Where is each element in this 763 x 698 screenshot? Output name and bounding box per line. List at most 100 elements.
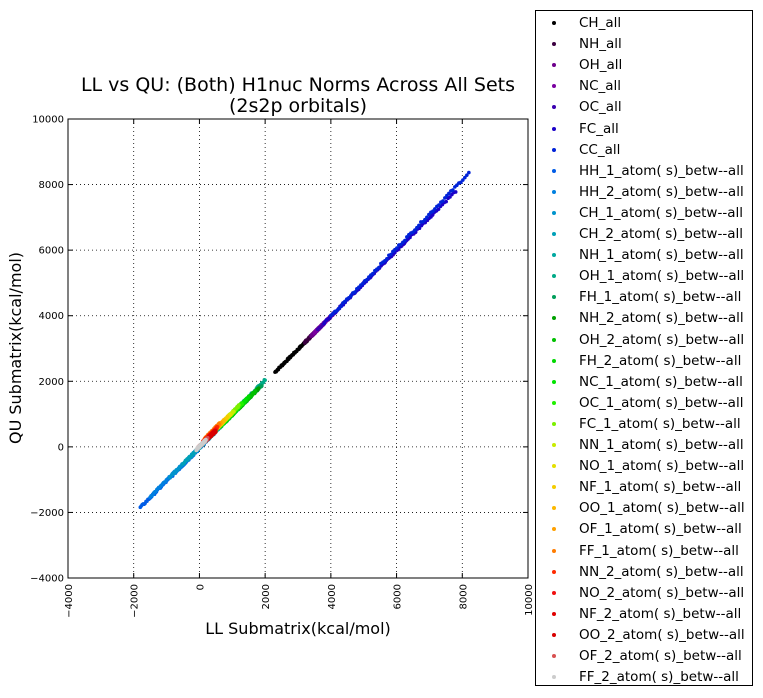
plot-area-frame — [67, 118, 529, 579]
legend-label: HH_1_atom( s)_betw--all — [579, 162, 744, 179]
legend-label: OO_1_atom( s)_betw--all — [579, 500, 745, 517]
y-tick-label: 0 — [58, 442, 64, 453]
data-point — [385, 256, 389, 261]
legend-label: NC_all — [579, 78, 622, 95]
legend-marker — [552, 168, 556, 173]
data-point — [217, 422, 221, 427]
data-point — [447, 191, 451, 196]
data-point — [408, 235, 412, 240]
data-point — [256, 386, 261, 391]
y-tick-label: −4000 — [30, 574, 64, 585]
data-point — [453, 190, 458, 194]
legend-item: NO_1_atom( s)_betw--all — [536, 457, 752, 477]
legend-item: CC_all — [536, 141, 752, 161]
data-point — [443, 196, 447, 200]
x-tick-label: −4000 — [64, 584, 75, 618]
data-point — [228, 413, 233, 417]
x-tick-label: 6000 — [393, 584, 404, 609]
scatter-points — [138, 170, 471, 510]
legend-item: OC_1_atom( s)_betw--all — [536, 394, 752, 414]
data-point — [451, 188, 455, 192]
x-tick-label: 4000 — [327, 584, 338, 609]
legend-label: FC_1_atom( s)_betw--all — [579, 415, 741, 432]
legend-item: FF_2_atom( s)_betw--all — [536, 668, 752, 688]
legend-marker — [552, 295, 556, 300]
legend-marker — [552, 358, 556, 363]
data-point — [353, 290, 357, 294]
legend-marker — [552, 675, 556, 680]
data-point — [431, 209, 435, 214]
legend-item: HH_1_atom( s)_betw--all — [536, 162, 752, 182]
legend-label: NO_2_atom( s)_betw--all — [579, 584, 745, 601]
legend-label: NN_1_atom( s)_betw--all — [579, 437, 744, 453]
data-point — [263, 378, 267, 382]
legend-label: HH_2_atom( s)_betw--all — [579, 183, 744, 200]
legend-marker — [552, 506, 556, 511]
legend-marker — [552, 147, 556, 152]
data-point — [389, 252, 393, 257]
data-point — [448, 195, 452, 199]
legend-marker — [552, 210, 556, 215]
data-point — [419, 223, 424, 228]
legend-item: OO_2_atom( s)_betw--all — [536, 626, 752, 646]
legend-item: NH_1_atom( s)_betw--all — [536, 246, 752, 266]
data-point — [343, 299, 347, 304]
legend-marker — [552, 632, 556, 637]
legend-label: OC_1_atom( s)_betw--all — [579, 394, 744, 411]
legend-marker — [552, 337, 556, 342]
legend-label: CH_all — [579, 15, 622, 31]
legend-label: NO_1_atom( s)_betw--all — [579, 458, 745, 475]
data-point — [204, 438, 208, 442]
legend-marker — [552, 611, 556, 616]
legend-item: NN_2_atom( s)_betw--all — [536, 563, 752, 583]
data-point — [463, 175, 467, 180]
legend-item: NH_all — [536, 35, 752, 55]
data-point — [433, 207, 437, 211]
legend-marker — [552, 400, 556, 405]
legend-marker — [552, 189, 556, 194]
legend-label: NH_all — [579, 36, 622, 53]
legend-marker — [552, 84, 556, 89]
data-point — [322, 321, 327, 326]
legend-marker — [552, 105, 556, 110]
legend-label: OC_all — [579, 99, 622, 116]
legend-item: OC_all — [536, 98, 752, 118]
data-point — [467, 170, 471, 175]
legend-item: FC_1_atom( s)_betw--all — [536, 415, 752, 435]
data-point — [441, 199, 445, 203]
legend-label: NC_1_atom( s)_betw--all — [579, 373, 743, 390]
legend-marker — [552, 654, 556, 658]
legend-label: FF_2_atom( s)_betw--all — [579, 669, 739, 686]
legend-marker — [552, 21, 556, 25]
legend-item: OO_1_atom( s)_betw--all — [536, 499, 752, 519]
series-31-points — [194, 437, 208, 453]
data-point — [413, 228, 417, 232]
x-axis-label: LL Submatrix(kcal/mol) — [205, 619, 391, 638]
legend-label: OF_2_atom( s)_betw--all — [579, 648, 742, 664]
legend-marker — [552, 42, 556, 47]
data-point — [403, 238, 407, 243]
data-point — [331, 311, 335, 316]
legend-marker — [552, 316, 556, 321]
legend-item: CH_all — [536, 14, 752, 34]
legend-item: OF_1_atom( s)_betw--all — [536, 520, 752, 540]
legend-label: OH_1_atom( s)_betw--all — [579, 268, 745, 285]
chart-title-line-1: LL vs QU: (Both) H1nuc Norms Across All … — [81, 74, 515, 96]
legend-marker — [552, 464, 556, 469]
legend-label: OH_all — [579, 57, 623, 74]
legend-marker — [552, 421, 556, 426]
data-point — [444, 199, 448, 204]
y-tick-label: −2000 — [30, 508, 64, 519]
data-point — [237, 403, 241, 407]
legend-marker — [552, 126, 556, 131]
y-tick-label: 10000 — [32, 115, 64, 126]
legend-label: FH_1_atom( s)_betw--all — [579, 289, 742, 306]
legend-item: OH_all — [536, 56, 752, 76]
data-point — [339, 304, 343, 309]
legend-label: FC_all — [579, 120, 619, 137]
legend-marker — [552, 527, 556, 532]
legend-item: NN_1_atom( s)_betw--all — [536, 436, 752, 456]
legend-item: FH_1_atom( s)_betw--all — [536, 288, 752, 308]
series-6-points — [329, 170, 471, 318]
